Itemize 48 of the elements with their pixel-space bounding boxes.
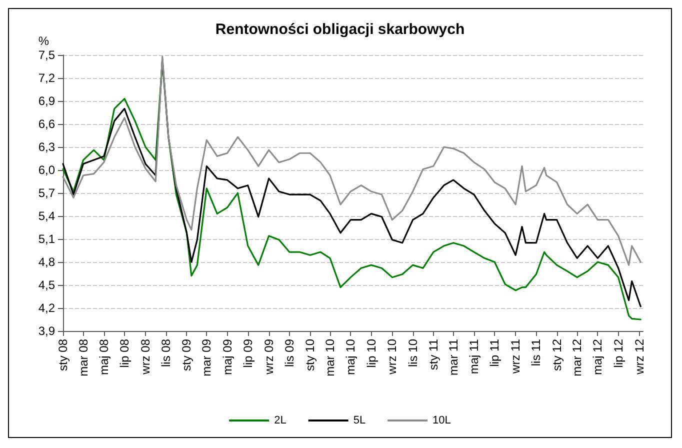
x-tick-label: sty 10 — [303, 338, 318, 372]
x-tick-label: lip 10 — [364, 338, 378, 368]
y-axis-title: % — [38, 34, 50, 48]
y-tick-label: 7,2 — [38, 71, 56, 85]
x-tick-label: lip 08 — [118, 338, 132, 368]
x-tick-label: wrz 12 — [632, 338, 646, 376]
y-tick-label: 4,2 — [38, 301, 56, 315]
x-tick-label: mar 09 — [200, 338, 214, 376]
x-tick-label: lis 09 — [282, 338, 296, 368]
x-tick-label: lip 12 — [611, 338, 626, 368]
x-tick-label: mar 12 — [570, 338, 584, 376]
y-tick-label: 4,5 — [38, 278, 56, 292]
y-tick-label: 5,1 — [38, 232, 56, 246]
y-tick-label: 5,7 — [38, 186, 56, 200]
x-tick-label: lis 11 — [529, 338, 544, 366]
y-tick-label: 6,0 — [38, 163, 56, 177]
x-tick-label: wrz 09 — [262, 338, 276, 376]
x-tick-label: lip 09 — [240, 338, 255, 368]
x-tick-label: sty 08 — [56, 338, 70, 372]
y-tick-label: 7,5 — [38, 48, 56, 62]
legend-label: 2L — [274, 414, 286, 426]
x-tick-label: mar 08 — [76, 338, 90, 376]
x-tick-label: sty 11 — [426, 338, 440, 370]
x-tick-label: maj 12 — [590, 338, 605, 376]
x-tick-label: maj 08 — [96, 338, 111, 376]
line-series — [62, 56, 642, 266]
x-tick-label: lis 10 — [406, 338, 420, 368]
x-tick-label: lip 11 — [488, 338, 502, 367]
legend-label: 5L — [353, 414, 366, 426]
y-tick-label: 6,9 — [38, 94, 56, 108]
y-tick-label: 6,6 — [38, 117, 56, 131]
chart-title: Rentowności obligacji skarbowych — [215, 21, 465, 38]
y-tick-label: 6,3 — [38, 140, 56, 154]
x-tick-label: wrz 10 — [385, 338, 400, 376]
x-tick-label: mar 11 — [446, 338, 460, 376]
x-tick-label: lis 08 — [159, 338, 174, 368]
x-tick-label: wrz 11 — [508, 338, 523, 374]
y-tick-label: 3,9 — [38, 324, 56, 338]
x-tick-label: mar 10 — [323, 338, 338, 376]
x-tick-label: maj 10 — [344, 338, 358, 376]
x-tick-label: sty 12 — [550, 338, 564, 372]
y-tick-label: 5,4 — [38, 209, 56, 223]
x-tick-label: sty 09 — [180, 338, 194, 372]
x-tick-label: maj 09 — [220, 338, 234, 376]
y-tick-label: 4,8 — [38, 255, 56, 269]
x-tick-label: maj 11 — [467, 338, 481, 374]
x-tick-label: wrz 08 — [138, 338, 152, 376]
legend-label: 10L — [432, 414, 451, 426]
